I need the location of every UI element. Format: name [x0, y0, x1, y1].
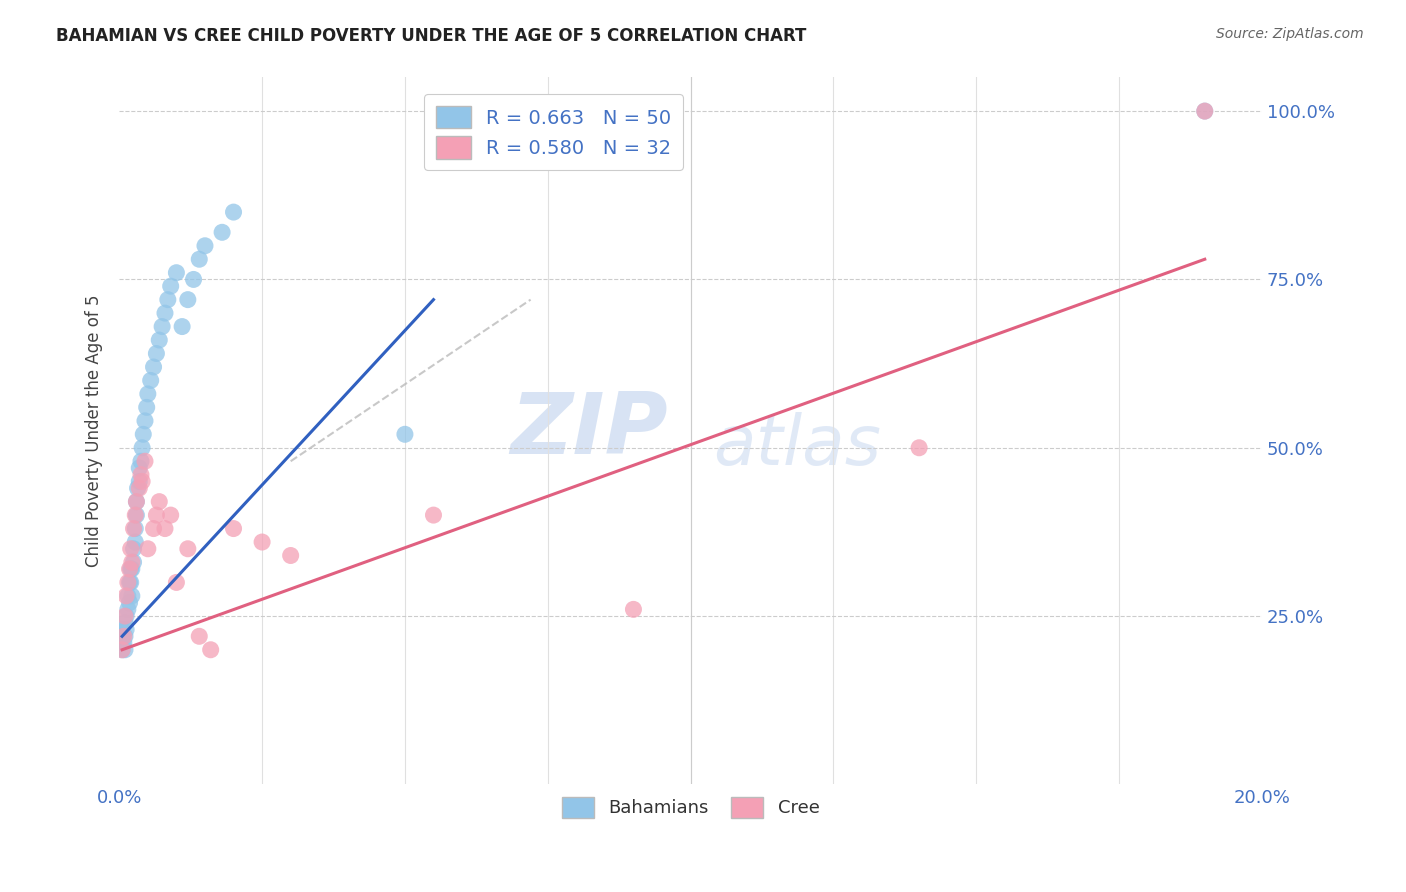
Point	[134, 454, 156, 468]
Point	[120, 575, 142, 590]
Point	[142, 359, 165, 374]
Point	[139, 373, 162, 387]
Point	[1194, 104, 1216, 119]
Point	[124, 522, 146, 536]
Point	[908, 441, 931, 455]
Point	[159, 508, 181, 522]
Point	[148, 494, 170, 508]
Point	[128, 481, 150, 495]
Point	[129, 454, 152, 468]
Point	[148, 333, 170, 347]
Point	[188, 252, 211, 267]
Legend: Bahamians, Cree: Bahamians, Cree	[554, 789, 827, 825]
Point	[121, 589, 143, 603]
Point	[194, 239, 217, 253]
Point	[115, 609, 138, 624]
Point	[118, 575, 141, 590]
Point	[153, 306, 176, 320]
Point	[125, 508, 148, 522]
Text: BAHAMIAN VS CREE CHILD POVERTY UNDER THE AGE OF 5 CORRELATION CHART: BAHAMIAN VS CREE CHILD POVERTY UNDER THE…	[56, 27, 807, 45]
Point	[120, 541, 142, 556]
Point	[132, 427, 155, 442]
Point	[153, 522, 176, 536]
Point	[127, 481, 149, 495]
Point	[211, 225, 233, 239]
Point	[114, 609, 136, 624]
Point	[131, 441, 153, 455]
Point	[124, 508, 146, 522]
Point	[117, 602, 139, 616]
Point	[280, 549, 302, 563]
Point	[222, 205, 245, 219]
Point	[120, 562, 142, 576]
Point	[177, 541, 200, 556]
Point	[112, 636, 135, 650]
Point	[122, 555, 145, 569]
Point	[129, 467, 152, 482]
Point	[145, 346, 167, 360]
Point	[165, 575, 187, 590]
Point	[135, 401, 157, 415]
Point	[114, 615, 136, 630]
Point	[394, 427, 416, 442]
Point	[118, 596, 141, 610]
Point	[118, 562, 141, 576]
Point	[111, 642, 134, 657]
Point	[183, 272, 205, 286]
Point	[111, 642, 134, 657]
Point	[150, 319, 173, 334]
Point	[222, 522, 245, 536]
Point	[117, 575, 139, 590]
Point	[111, 629, 134, 643]
Point	[112, 629, 135, 643]
Text: Source: ZipAtlas.com: Source: ZipAtlas.com	[1216, 27, 1364, 41]
Point	[188, 629, 211, 643]
Text: ZIP: ZIP	[510, 390, 668, 473]
Point	[115, 623, 138, 637]
Point	[124, 535, 146, 549]
Point	[200, 642, 222, 657]
Y-axis label: Child Poverty Under the Age of 5: Child Poverty Under the Age of 5	[86, 294, 103, 567]
Point	[136, 541, 159, 556]
Point	[136, 387, 159, 401]
Point	[159, 279, 181, 293]
Point	[131, 475, 153, 489]
Point	[623, 602, 645, 616]
Point	[121, 555, 143, 569]
Point	[115, 589, 138, 603]
Point	[117, 589, 139, 603]
Point	[156, 293, 179, 307]
Point	[121, 562, 143, 576]
Point	[134, 414, 156, 428]
Point	[1194, 104, 1216, 119]
Point	[125, 494, 148, 508]
Point	[125, 494, 148, 508]
Point	[250, 535, 273, 549]
Text: atlas: atlas	[713, 411, 882, 479]
Point	[422, 508, 444, 522]
Point	[128, 461, 150, 475]
Point	[172, 319, 194, 334]
Point	[114, 629, 136, 643]
Point	[122, 541, 145, 556]
Point	[114, 642, 136, 657]
Point	[145, 508, 167, 522]
Point	[122, 522, 145, 536]
Point	[177, 293, 200, 307]
Point	[128, 475, 150, 489]
Point	[111, 623, 134, 637]
Point	[165, 266, 187, 280]
Point	[142, 522, 165, 536]
